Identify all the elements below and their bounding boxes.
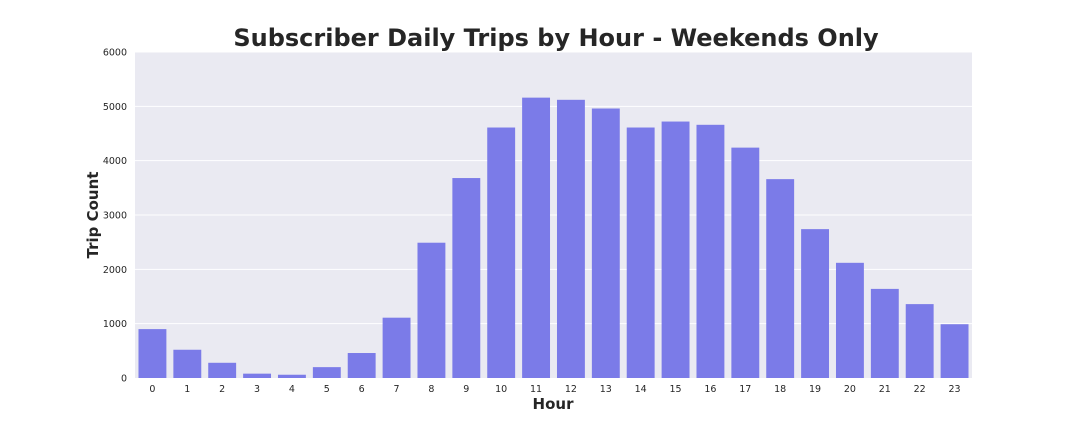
bar-hour-23 [940,324,969,378]
x-tick-label: 17 [739,384,751,395]
x-tick-label: 12 [565,384,577,395]
bar-hour-22 [905,304,934,378]
x-tick-label: 9 [463,384,469,395]
x-tick-label: 20 [844,384,856,395]
x-tick-label: 0 [149,384,155,395]
chart-title: Subscriber Daily Trips by Hour - Weekend… [233,24,879,52]
x-tick-label: 16 [704,384,716,395]
x-tick-label: 6 [359,384,365,395]
bar-hour-11 [522,97,551,378]
x-tick-label: 10 [495,384,507,395]
x-tick-label: 11 [530,384,542,395]
bar-hour-4 [277,374,306,378]
x-tick-label: 15 [670,384,682,395]
x-tick-label: 19 [809,384,821,395]
bar-hour-9 [452,178,481,378]
y-tick-label: 3000 [103,211,127,222]
y-tick-label: 2000 [103,265,127,276]
bar-hour-17 [731,147,760,378]
bar-hour-10 [487,127,516,378]
bar-hour-19 [801,229,830,378]
x-tick-label: 1 [184,384,190,395]
bar-hour-0 [138,329,167,378]
x-tick-label: 4 [289,384,295,395]
y-tick-label: 0 [121,374,127,385]
bar-hour-2 [208,362,237,378]
bar-hour-16 [696,124,725,378]
bar-hour-20 [835,262,864,378]
x-axis-ticks: 0 1 2 3 4 5 6 7 8 9 10 11 12 13 14 15 16 17 18 19 20 21 22 23 [149,384,960,395]
x-tick-label: 3 [254,384,260,395]
bar-hour-12 [556,99,585,379]
bars [138,97,969,379]
bar-hour-8 [417,242,446,378]
x-tick-label: 13 [600,384,612,395]
x-tick-label: 23 [949,384,961,395]
x-tick-label: 5 [324,384,330,395]
bar-hour-1 [173,349,202,378]
bar-hour-15 [661,121,690,379]
x-tick-label: 2 [219,384,225,395]
x-axis-label: Hour [533,395,575,413]
y-axis-ticks: 0 1000 2000 3000 4000 5000 6000 [103,48,127,385]
bar-hour-21 [870,288,899,378]
y-tick-label: 1000 [103,319,127,330]
x-tick-label: 21 [879,384,891,395]
x-tick-label: 7 [394,384,400,395]
bar-hour-6 [347,353,376,378]
bar-hour-3 [243,373,272,378]
bar-hour-14 [626,127,655,378]
y-tick-label: 6000 [103,48,127,59]
y-tick-label: 4000 [103,156,127,167]
x-tick-label: 22 [914,384,926,395]
bar-hour-5 [312,367,341,378]
y-tick-label: 5000 [103,102,127,113]
bar-hour-18 [766,179,795,378]
bar-hour-13 [591,108,620,379]
x-tick-label: 14 [635,384,647,395]
x-tick-label: 8 [428,384,434,395]
y-axis-label: Trip Count [84,172,102,259]
bar-hour-7 [382,317,411,378]
gridlines [135,51,972,325]
x-tick-label: 18 [774,384,786,395]
